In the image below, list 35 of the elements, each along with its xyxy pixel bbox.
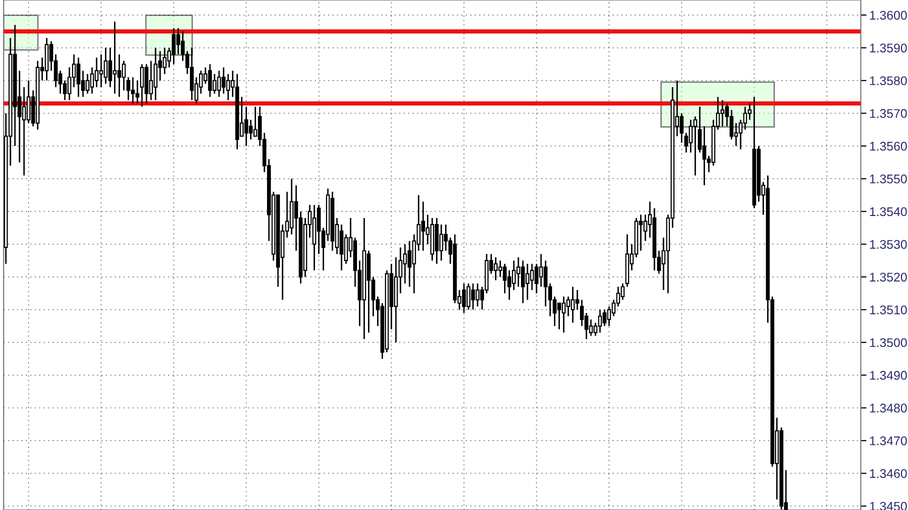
candlestick <box>625 234 630 288</box>
candlestick <box>44 37 49 82</box>
candlestick <box>575 289 580 310</box>
y-tick-label: 1.3510 <box>870 305 907 314</box>
candlestick <box>122 60 126 92</box>
candlestick <box>756 145 761 202</box>
y-tick-label: 1.3570 <box>870 109 907 118</box>
y-tick-label: 1.3490 <box>870 370 907 380</box>
candlestick <box>108 47 112 88</box>
candlestick <box>312 204 316 272</box>
candlestick <box>439 224 444 262</box>
candlestick <box>562 296 566 334</box>
y-tick-label: 1.3580 <box>870 76 907 86</box>
y-tick-label: 1.3470 <box>870 436 907 446</box>
y-tick-label: 1.3550 <box>870 174 907 184</box>
y-tick-label: 1.3530 <box>870 240 907 249</box>
candlestick <box>117 54 122 98</box>
y-tick-label: 1.3540 <box>870 207 907 216</box>
y-tick-label: 1.3500 <box>870 338 907 348</box>
candlestick <box>502 263 507 294</box>
candlestick <box>112 20 117 94</box>
y-tick-label: 1.3520 <box>870 272 907 282</box>
candlestick <box>688 119 693 154</box>
candlestick <box>172 27 176 65</box>
candlestick <box>366 250 371 334</box>
candlestick <box>430 217 434 262</box>
y-tick-label: 1.3600 <box>870 10 907 20</box>
candlestick <box>434 217 439 265</box>
candlestick <box>176 27 180 56</box>
candlestick <box>752 96 756 209</box>
y-tick-label: 1.3590 <box>870 44 907 52</box>
y-tick-label: 1.3460 <box>870 469 907 478</box>
y-tick-label: 1.3480 <box>870 404 907 413</box>
candlestick <box>498 260 502 278</box>
y-tick-label: 1.3560 <box>870 142 907 151</box>
